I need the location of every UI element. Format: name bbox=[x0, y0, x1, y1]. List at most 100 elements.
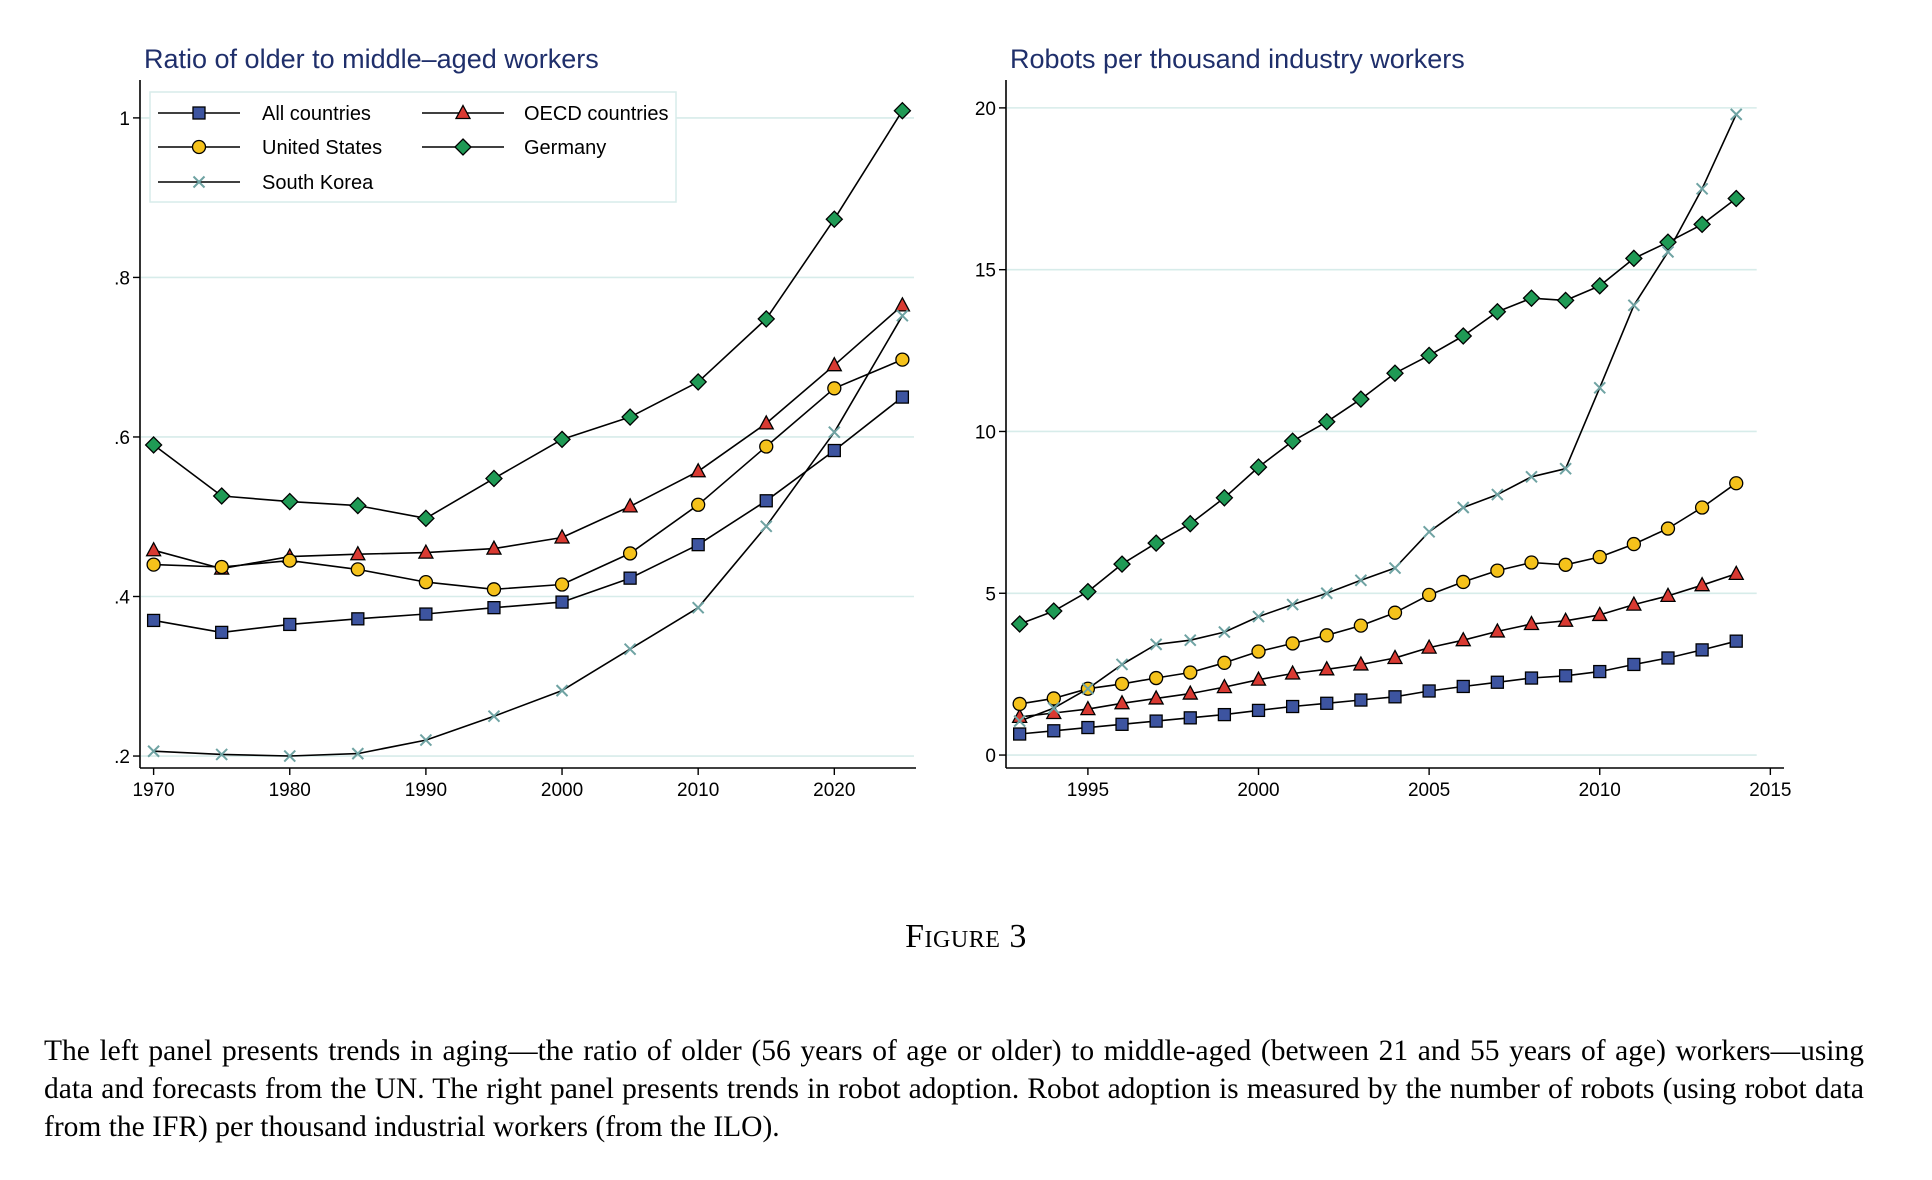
legend-marker-triangle bbox=[454, 104, 472, 120]
data-point-all-countries bbox=[1456, 679, 1470, 694]
data-point-oecd-countries bbox=[1352, 655, 1369, 671]
data-point-all-countries bbox=[351, 612, 365, 626]
data-point-united-states bbox=[1012, 696, 1027, 712]
legend-item-germany: Germany bbox=[422, 137, 606, 159]
axes-aging: .2 .4 .6 .8 1 1970 1980 1990 2000 2010 2020 bbox=[114, 80, 916, 801]
data-point-germany bbox=[1693, 215, 1712, 234]
x-tick-label: 2010 bbox=[677, 780, 719, 801]
data-point-oecd-countries bbox=[1728, 564, 1745, 580]
data-point-oecd-countries bbox=[1489, 622, 1506, 638]
data-point-germany bbox=[1283, 432, 1302, 451]
data-point-oecd-countries bbox=[1591, 606, 1608, 622]
data-point-all-countries bbox=[1149, 714, 1163, 728]
data-point-south-korea bbox=[1286, 598, 1299, 611]
data-point-all-countries bbox=[283, 617, 297, 632]
data-point-united-states bbox=[146, 557, 161, 572]
data-point-united-states bbox=[1694, 500, 1710, 515]
data-point-oecd-countries bbox=[553, 528, 571, 544]
data-point-germany bbox=[1454, 327, 1473, 345]
data-point-south-korea bbox=[1661, 245, 1675, 259]
data-point-united-states bbox=[1729, 476, 1744, 491]
data-point-all-countries bbox=[1593, 664, 1607, 679]
data-point-all-countries bbox=[759, 494, 773, 508]
data-point-germany bbox=[1556, 291, 1575, 310]
data-point-germany bbox=[348, 496, 367, 515]
data-point-oecd-countries bbox=[1557, 611, 1574, 627]
data-point-united-states bbox=[418, 574, 434, 590]
x-tick-label: 1990 bbox=[405, 780, 447, 801]
series-line-oecd-countries bbox=[153, 304, 903, 570]
data-point-all-countries bbox=[1320, 696, 1334, 710]
data-point-germany bbox=[1727, 189, 1746, 208]
data-point-south-korea bbox=[1695, 182, 1709, 195]
legend-item-united-states: United States bbox=[158, 137, 382, 159]
data-point-south-korea bbox=[1388, 561, 1402, 575]
data-point-oecd-countries bbox=[349, 545, 366, 561]
data-point-united-states bbox=[1626, 536, 1642, 552]
data-point-germany bbox=[621, 408, 640, 426]
y-tick-label: .8 bbox=[114, 268, 130, 289]
figure-svg: Ratio of older to middle–aged workers .2… bbox=[114, 44, 1792, 801]
data-point-all-countries bbox=[215, 625, 229, 640]
chart-title-aging: Ratio of older to middle–aged workers bbox=[144, 44, 599, 74]
data-point-united-states bbox=[1251, 644, 1266, 659]
legend: All countries OECD countries United Stat… bbox=[149, 91, 677, 203]
data-point-oecd-countries bbox=[894, 296, 911, 312]
data-point-all-countries bbox=[623, 571, 637, 585]
data-point-oecd-countries bbox=[145, 541, 162, 557]
y-tick-label: 1 bbox=[119, 109, 130, 130]
axes-robots: 0 5 10 15 20 1995 2000 2005 2010 2015 bbox=[975, 80, 1791, 801]
grid-aging bbox=[141, 117, 914, 757]
data-point-south-korea bbox=[419, 733, 433, 747]
data-point-united-states bbox=[1387, 605, 1403, 620]
x-tick-label: 2000 bbox=[541, 780, 583, 801]
legend-marker-x bbox=[192, 175, 206, 189]
data-point-south-korea bbox=[1149, 638, 1163, 651]
data-point-oecd-countries bbox=[1659, 586, 1677, 603]
x-tick-label: 2020 bbox=[813, 780, 855, 801]
data-point-germany bbox=[1078, 582, 1097, 601]
data-point-south-korea bbox=[623, 642, 637, 656]
data-point-south-korea bbox=[283, 749, 296, 763]
data-point-all-countries bbox=[1627, 657, 1641, 672]
data-point-south-korea bbox=[1354, 574, 1368, 587]
data-point-united-states bbox=[350, 562, 365, 577]
data-point-all-countries bbox=[1354, 693, 1368, 707]
data-point-germany bbox=[280, 492, 299, 511]
x-tick-label: 2005 bbox=[1408, 780, 1450, 801]
legend-item-oecd-countries: OECD countries bbox=[422, 103, 669, 125]
data-point-all-countries bbox=[1012, 727, 1027, 741]
data-point-all-countries bbox=[1217, 707, 1232, 722]
data-point-south-korea bbox=[1593, 381, 1606, 394]
data-point-united-states bbox=[827, 381, 842, 396]
data-point-united-states bbox=[1046, 691, 1061, 706]
data-point-united-states bbox=[691, 497, 706, 512]
data-point-south-korea bbox=[896, 309, 909, 322]
x-tick-label: 2000 bbox=[1237, 780, 1279, 801]
data-point-united-states bbox=[1558, 557, 1573, 572]
data-point-all-countries bbox=[1558, 669, 1573, 683]
data-point-germany bbox=[485, 469, 503, 488]
data-point-germany bbox=[1522, 289, 1541, 308]
series-line-south-korea bbox=[153, 315, 904, 757]
series-robots bbox=[1010, 108, 1746, 741]
y-tick-label: 5 bbox=[985, 584, 996, 605]
data-point-united-states bbox=[622, 546, 638, 561]
data-point-south-korea bbox=[1115, 658, 1129, 671]
data-point-united-states bbox=[554, 577, 570, 592]
data-point-united-states bbox=[1183, 665, 1198, 680]
data-point-all-countries bbox=[1729, 634, 1743, 648]
data-point-united-states bbox=[895, 352, 910, 367]
data-point-germany bbox=[1590, 276, 1609, 295]
data-point-germany bbox=[1181, 514, 1200, 533]
series-line-united-states bbox=[153, 358, 903, 591]
data-point-germany bbox=[144, 436, 163, 454]
data-point-germany bbox=[1215, 488, 1234, 507]
data-point-united-states bbox=[1660, 521, 1676, 536]
chart-robots: Robots per thousand industry workers 0 5 1… bbox=[975, 44, 1792, 801]
data-point-united-states bbox=[1524, 555, 1539, 570]
data-point-united-states bbox=[1319, 628, 1334, 643]
data-point-germany bbox=[893, 101, 912, 120]
data-point-south-korea bbox=[1525, 470, 1538, 483]
data-point-all-countries bbox=[555, 595, 569, 609]
